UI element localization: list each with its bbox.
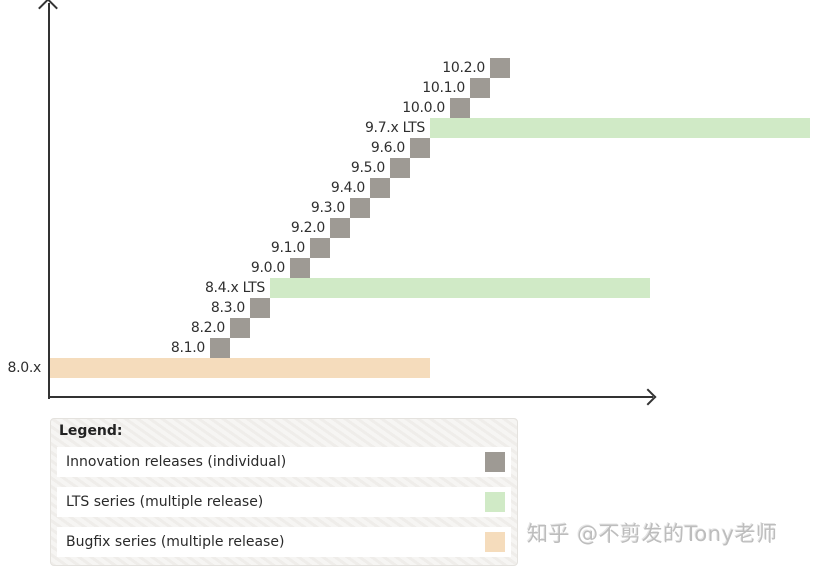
innovation-release-square (350, 198, 370, 218)
legend-item-innovation: Innovation releases (individual) (57, 447, 511, 477)
innovation-release-square (310, 238, 330, 258)
legend-title: Legend: (59, 423, 123, 439)
innovation-release-square (470, 78, 490, 98)
legend-label: Innovation releases (individual) (66, 454, 287, 470)
innovation-release-square (290, 258, 310, 278)
innovation-release-square (410, 138, 430, 158)
lts-bar (430, 118, 810, 138)
bugfix-swatch-icon (485, 532, 505, 552)
release-label: 9.7.x LTS (364, 120, 425, 136)
release-label: 10.1.0 (422, 80, 465, 96)
release-label: 8.2.0 (190, 320, 225, 336)
release-label: 9.5.0 (350, 160, 385, 176)
innovation-release-square (370, 178, 390, 198)
innovation-release-square (330, 218, 350, 238)
lts-swatch-icon (485, 492, 505, 512)
y-axis (48, 3, 50, 399)
bugfix-bar (50, 358, 430, 378)
release-label: 8.1.0 (170, 340, 205, 356)
legend-item-bugfix: Bugfix series (multiple release) (57, 527, 511, 557)
release-label: 9.1.0 (270, 240, 305, 256)
lts-bar (270, 278, 650, 298)
legend-label: LTS series (multiple release) (66, 494, 264, 510)
legend-label: Bugfix series (multiple release) (66, 534, 285, 550)
legend-item-lts: LTS series (multiple release) (57, 487, 511, 517)
release-label: 9.3.0 (310, 200, 345, 216)
release-label: 8.4.x LTS (204, 280, 265, 296)
release-diagram: 8.0.x 8.4.x LTS 9.7.x LTS 8.1.0 8.2.0 8.3.0 9.… (7, 58, 810, 378)
innovation-release-square (390, 158, 410, 178)
watermark: 知乎 @不剪发的Tony老师 (527, 522, 778, 546)
innovation-release-square (450, 98, 470, 118)
release-label: 9.4.0 (330, 180, 365, 196)
release-label: 9.2.0 (290, 220, 325, 236)
release-label: 10.0.0 (402, 100, 445, 116)
innovation-release-square (230, 318, 250, 338)
release-label: 8.0.x (7, 360, 41, 376)
x-axis (48, 396, 653, 398)
release-label: 9.6.0 (370, 140, 405, 156)
release-label: 10.2.0 (442, 60, 485, 76)
innovation-release-square (210, 338, 230, 358)
innovation-release-square (490, 58, 510, 78)
legend: Legend: Innovation releases (individual)… (50, 418, 518, 566)
release-label: 8.3.0 (210, 300, 245, 316)
innovation-swatch-icon (485, 452, 505, 472)
innovation-release-square (250, 298, 270, 318)
release-label: 9.0.0 (250, 260, 285, 276)
